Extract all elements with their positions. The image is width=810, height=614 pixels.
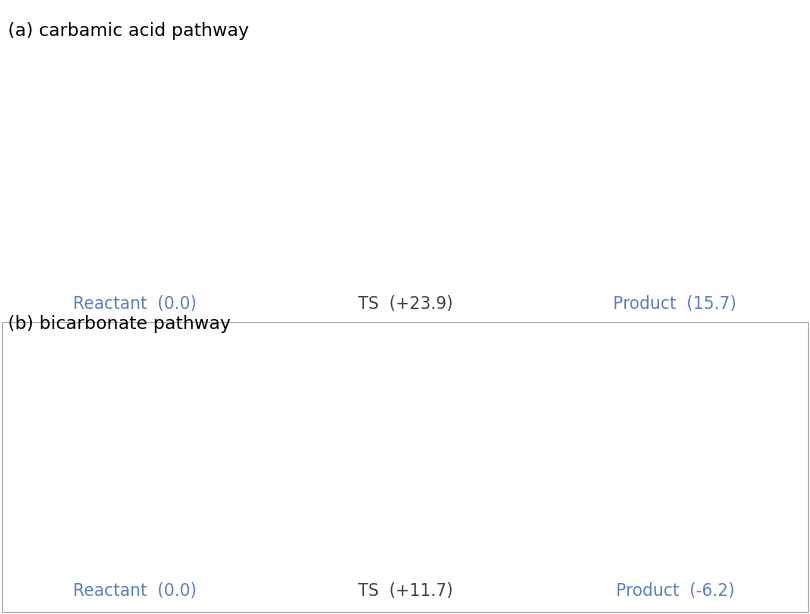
Text: (a) carbamic acid pathway: (a) carbamic acid pathway — [8, 22, 249, 40]
Text: Product  (-6.2): Product (-6.2) — [616, 582, 735, 600]
Text: TS  (+23.9): TS (+23.9) — [357, 295, 453, 313]
Text: TS  (+11.7): TS (+11.7) — [357, 582, 453, 600]
Text: Product  (15.7): Product (15.7) — [613, 295, 736, 313]
Text: Reactant  (0.0): Reactant (0.0) — [73, 295, 197, 313]
Bar — [2, 322, 808, 612]
Text: (b) bicarbonate pathway: (b) bicarbonate pathway — [8, 315, 231, 333]
Text: Reactant  (0.0): Reactant (0.0) — [73, 582, 197, 600]
